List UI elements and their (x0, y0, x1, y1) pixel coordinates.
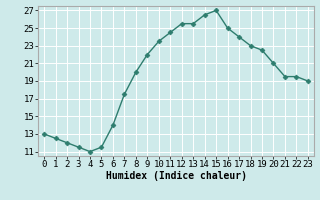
X-axis label: Humidex (Indice chaleur): Humidex (Indice chaleur) (106, 171, 246, 181)
